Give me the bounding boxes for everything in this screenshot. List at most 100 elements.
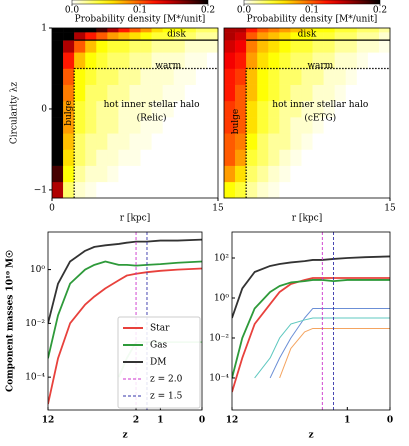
x-tick-label: 0 <box>199 416 205 426</box>
heat-cell <box>367 133 380 150</box>
heat-cell <box>301 100 313 118</box>
annotation: disk <box>167 29 186 39</box>
heat-cell <box>184 100 197 118</box>
heat-cell <box>235 28 247 33</box>
heat-cell <box>323 68 335 85</box>
heat-cell <box>356 181 369 199</box>
heat-cell <box>246 28 258 33</box>
heat-cell <box>312 133 324 150</box>
heat-cell <box>107 68 119 85</box>
heat-cell <box>312 68 324 85</box>
heat-cell <box>301 165 313 183</box>
heat-cell <box>173 28 186 33</box>
heat-cell <box>162 28 175 33</box>
heat-cell <box>224 28 236 33</box>
heat-cell <box>63 52 75 69</box>
heat-cell <box>129 165 141 183</box>
heat-cell <box>74 117 86 134</box>
heat-cell <box>246 68 258 85</box>
heat-cell <box>107 100 119 118</box>
plot-frame <box>231 231 391 411</box>
heat-cell <box>356 133 369 150</box>
heat-cell <box>52 100 64 118</box>
heat-cell <box>279 117 291 134</box>
heat-cell <box>173 117 186 134</box>
annotation: (Relic) <box>137 113 167 124</box>
heat-cell <box>378 133 391 150</box>
series-line <box>48 238 202 324</box>
legend-label: z = 1.5 <box>150 392 183 402</box>
heat-cell <box>257 52 269 69</box>
heat-cell <box>96 149 108 166</box>
heat-cell <box>140 133 152 150</box>
heat-cell <box>107 32 119 41</box>
heat-cell <box>52 117 64 134</box>
heat-cell <box>129 28 141 33</box>
heat-cell <box>224 40 236 53</box>
heat-cell <box>345 28 358 33</box>
heat-cell <box>52 28 64 33</box>
heat-cell <box>140 68 152 85</box>
legend-label: DM <box>150 358 166 368</box>
heat-cell <box>268 117 280 134</box>
heat-cell <box>323 149 335 166</box>
heat-cell <box>195 165 208 183</box>
heat-cell <box>334 28 347 33</box>
heat-cell <box>85 40 97 53</box>
heat-cell <box>206 32 219 41</box>
heat-cell <box>345 52 358 69</box>
heat-cell <box>96 133 108 150</box>
heat-cell <box>301 28 313 33</box>
heat-cell <box>74 28 86 33</box>
annotation: bulge <box>231 109 241 135</box>
heat-cell <box>323 133 335 150</box>
heat-cell <box>378 100 391 118</box>
heat-cell <box>162 40 175 53</box>
heat-cell <box>246 32 258 41</box>
heat-cell <box>301 181 313 199</box>
heat-cell <box>224 84 236 102</box>
heat-cell <box>206 133 219 150</box>
heat-cell <box>301 32 313 41</box>
heat-cell <box>162 84 175 102</box>
heat-cell <box>367 28 380 33</box>
heat-cell <box>195 117 208 134</box>
heat-cell <box>151 149 163 166</box>
y-tick-label: 10⁻² <box>209 333 229 343</box>
annotation: (cETG) <box>304 113 336 124</box>
heat-cell <box>173 84 186 102</box>
heat-cell <box>356 68 369 85</box>
heat-cell <box>151 117 163 134</box>
heat-cell <box>63 68 75 85</box>
heat-cell <box>129 32 141 41</box>
heat-cell <box>195 28 208 33</box>
heat-cell <box>151 181 163 199</box>
heat-cell <box>301 52 313 69</box>
heat-cell <box>206 117 219 134</box>
heat-cell <box>162 181 175 199</box>
y-axis-label: Circularity λz <box>10 82 20 145</box>
y-tick-label: 10⁰ <box>214 293 229 303</box>
annotation: disk <box>298 29 317 39</box>
heat-cell <box>184 133 197 150</box>
heat-cell <box>224 133 236 150</box>
colorbar-tick-label: 0.2 <box>373 6 387 16</box>
heat-cell <box>279 181 291 199</box>
heat-cell <box>63 165 75 183</box>
heat-cell <box>356 32 369 41</box>
heat-cell <box>85 133 97 150</box>
heat-cell <box>129 40 141 53</box>
heat-cell <box>85 117 97 134</box>
heat-cell <box>162 100 175 118</box>
heat-cell <box>224 165 236 183</box>
heat-cell <box>151 133 163 150</box>
heat-cell <box>290 52 302 69</box>
heat-cell <box>173 100 186 118</box>
heat-cell <box>279 40 291 53</box>
heat-cell <box>367 52 380 69</box>
x-axis-label: r [kpc] <box>120 214 150 224</box>
heat-cell <box>63 100 75 118</box>
colorbar <box>71 0 209 5</box>
heat-cell <box>96 117 108 134</box>
heat-cell <box>224 181 236 199</box>
